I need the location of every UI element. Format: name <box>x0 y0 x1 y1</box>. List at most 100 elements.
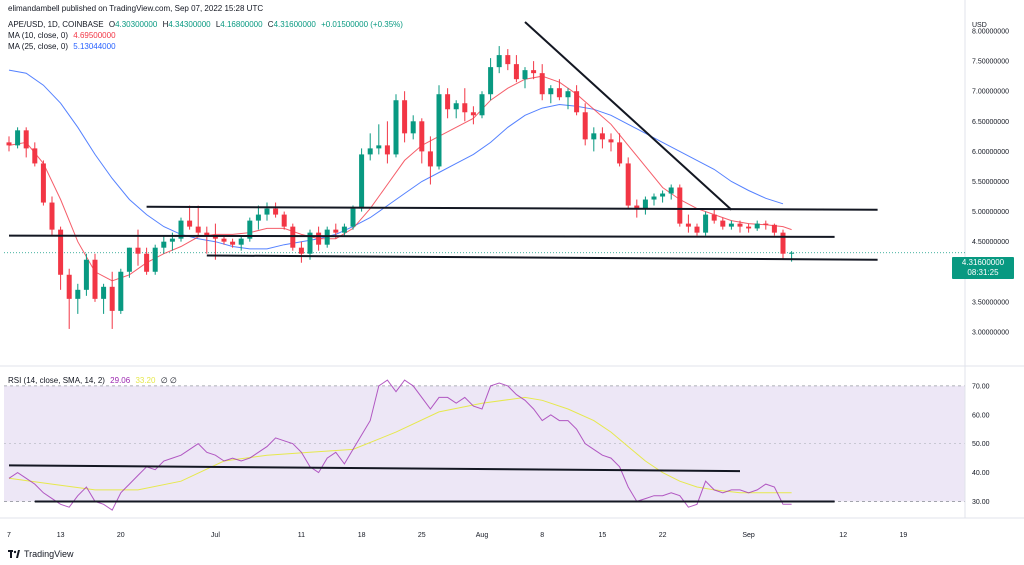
time-tick-label: Sep <box>742 532 755 539</box>
rsi-value: 29.06 <box>110 376 131 385</box>
time-tick-label: 18 <box>358 532 366 539</box>
rsi-legend[interactable]: RSI (14, close, SMA, 14, 2) 29.06 33.20 … <box>8 376 180 386</box>
candle-body <box>565 91 571 98</box>
candle-body <box>427 151 433 167</box>
time-tick-label: 12 <box>839 532 847 539</box>
candle-body <box>135 247 141 254</box>
candle-body <box>307 232 313 254</box>
rsi-tick-label: 50.00 <box>972 441 990 448</box>
candle-body <box>126 247 132 272</box>
candle-body <box>685 223 691 227</box>
candle-body <box>109 286 115 311</box>
candle-body <box>634 205 640 209</box>
candle-body <box>238 238 244 245</box>
time-tick-label: 15 <box>599 532 607 539</box>
ma25-label: MA (25, close, 0) <box>8 42 69 51</box>
candle-body <box>453 103 459 110</box>
candle-body <box>83 259 89 290</box>
candle-body <box>625 163 631 206</box>
candle-body <box>703 214 709 233</box>
tradingview-logo[interactable]: TradingView <box>8 549 74 559</box>
candle-body <box>298 247 304 254</box>
candle-body <box>169 238 175 242</box>
candle-body <box>660 193 666 197</box>
rsi-sma-line <box>8 396 792 494</box>
rsi-tick-label: 30.00 <box>972 499 990 506</box>
candle-body <box>728 223 734 227</box>
candle-body <box>32 148 38 164</box>
tradingview-logo-icon <box>8 550 20 558</box>
candle-body <box>221 238 227 242</box>
price-tick-label: 5.00000000 <box>972 209 1009 216</box>
candle-body <box>582 112 588 140</box>
time-tick-label: Aug <box>476 532 489 539</box>
price-tick-label: 6.50000000 <box>972 119 1009 126</box>
candle-body <box>255 214 261 221</box>
candle-body <box>6 142 12 146</box>
candle-body <box>410 121 416 134</box>
candle-body <box>746 226 752 229</box>
candle-body <box>144 253 150 272</box>
candle-body <box>264 208 270 215</box>
candle-body <box>651 196 657 200</box>
candle-body <box>720 220 726 227</box>
candle-body <box>402 100 408 134</box>
publisher-line: elimandambell published on TradingView.c… <box>8 4 266 14</box>
candle-body <box>341 226 347 233</box>
candle-body <box>574 91 580 113</box>
ohlc-l: L4.16800000 <box>215 20 263 29</box>
candle-body <box>281 214 287 227</box>
time-tick-label: Jul <box>211 532 220 539</box>
candle-body <box>436 94 442 167</box>
candle-body <box>771 224 777 233</box>
time-tick-label: 25 <box>418 532 426 539</box>
ma10-label: MA (10, close, 0) <box>8 31 69 40</box>
candle-body <box>617 142 623 164</box>
candle-body <box>599 133 605 140</box>
rsi-extra: ∅ ∅ <box>160 376 177 385</box>
candle-body <box>393 100 399 155</box>
candle-body <box>204 232 210 236</box>
price-trendline <box>206 254 878 261</box>
candle-body <box>419 121 425 152</box>
candle-body <box>101 286 107 299</box>
candle-body <box>376 145 382 149</box>
price-tick-label: 6.00000000 <box>972 149 1009 156</box>
candle-body <box>531 70 537 74</box>
time-tick-label: 22 <box>659 532 667 539</box>
candle-body <box>556 88 562 98</box>
time-tick-label: 13 <box>57 532 65 539</box>
time-tick-label: 7 <box>7 532 11 539</box>
candle-body <box>66 274 72 299</box>
symbol-label: APE/USD, 1D, COINBASE <box>8 20 104 29</box>
candle-body <box>230 241 236 245</box>
price-tick-label: 5.50000000 <box>972 179 1009 186</box>
rsi-sma-value: 33.20 <box>135 376 156 385</box>
ma10-legend[interactable]: MA (10, close, 0) 4.69500000 <box>8 31 119 41</box>
rsi-tick-label: 40.00 <box>972 470 990 477</box>
candle-body <box>152 247 158 272</box>
time-tick-label: 20 <box>117 532 125 539</box>
rsi-trendline <box>8 464 741 473</box>
last-price-badge: 4.31600000 08:31:25 <box>952 257 1014 279</box>
price-tick-label: 7.50000000 <box>972 59 1009 66</box>
last-price: 4.31600000 <box>961 258 1005 267</box>
price-tick-label: 3.00000000 <box>972 329 1009 336</box>
candle-body <box>15 130 21 146</box>
candle-body <box>539 73 545 95</box>
candle-body <box>350 208 356 227</box>
ohlc-o: O4.30300000 <box>108 20 158 29</box>
rsi-tick-label: 60.00 <box>972 412 990 419</box>
candle-body <box>694 226 700 233</box>
rsi-tick-label: 70.00 <box>972 383 990 390</box>
price-tick-label: 4.50000000 <box>972 239 1009 246</box>
time-tick-label: 8 <box>540 532 544 539</box>
candle-body <box>187 220 193 227</box>
countdown: 08:31:25 <box>967 268 999 277</box>
ma25-legend[interactable]: MA (25, close, 0) 5.13044000 <box>8 42 119 52</box>
candle-body <box>488 67 494 95</box>
candle-body <box>316 232 322 245</box>
candle-body <box>591 133 597 140</box>
candle-body <box>496 55 502 68</box>
